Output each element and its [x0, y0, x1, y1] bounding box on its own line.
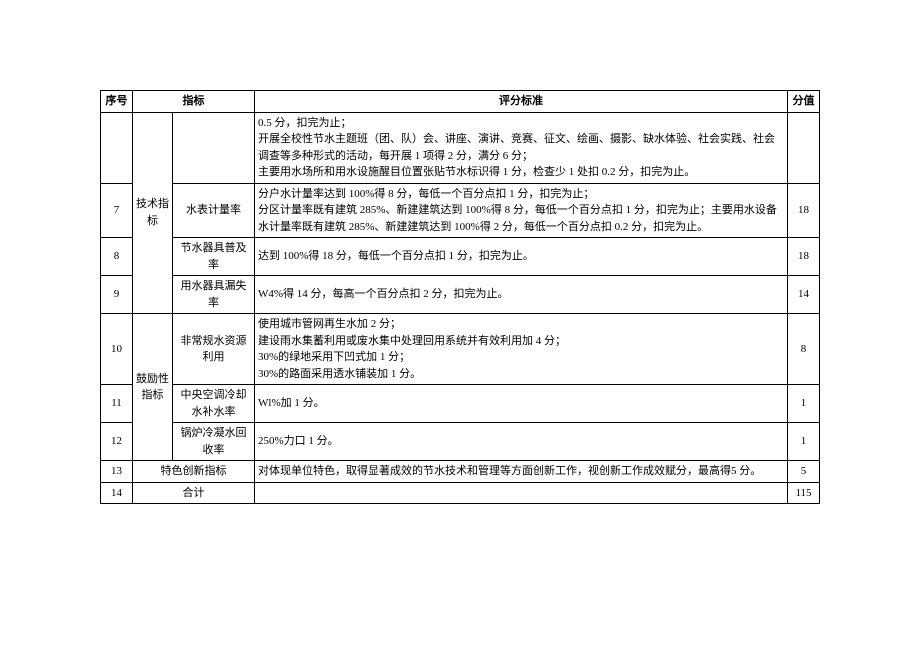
cell-criteria — [255, 482, 788, 504]
table-row: 13 特色创新指标 对体现单位特色，取得显著成效的节水技术和管理等方面创新工作，… — [101, 461, 820, 483]
cell-score: 5 — [788, 461, 820, 483]
cell-criteria: 分户水计量率达到 100%得 8 分，每低一个百分点扣 1 分，扣完为止； 分区… — [255, 183, 788, 238]
cell-score: 8 — [788, 314, 820, 385]
cell-category: 鼓励性指标 — [133, 314, 173, 461]
cell-indicator: 特色创新指标 — [133, 461, 255, 483]
cell-index: 8 — [101, 238, 133, 276]
cell-index: 14 — [101, 482, 133, 504]
cell-index: 13 — [101, 461, 133, 483]
cell-criteria: 达到 100%得 18 分，每低一个百分点扣 1 分，扣完为止。 — [255, 238, 788, 276]
cell-indicator — [173, 112, 255, 183]
cell-indicator: 水表计量率 — [173, 183, 255, 238]
table-row: 11 中央空调冷却水补水率 Wl%加 1 分。 1 — [101, 385, 820, 423]
cell-criteria: Wl%加 1 分。 — [255, 385, 788, 423]
cell-index: 12 — [101, 423, 133, 461]
cell-indicator: 合计 — [133, 482, 255, 504]
cell-score: 18 — [788, 183, 820, 238]
table-row: 12 锅炉冷凝水回收率 250%力口 1 分。 1 — [101, 423, 820, 461]
cell-indicator: 锅炉冷凝水回收率 — [173, 423, 255, 461]
cell-criteria: W4%得 14 分，每高一个百分点扣 2 分，扣完为止。 — [255, 276, 788, 314]
header-index: 序号 — [101, 91, 133, 113]
cell-indicator: 用水器具漏失率 — [173, 276, 255, 314]
cell-index — [101, 112, 133, 183]
header-indicator: 指标 — [133, 91, 255, 113]
cell-score: 18 — [788, 238, 820, 276]
table-row: 7 水表计量率 分户水计量率达到 100%得 8 分，每低一个百分点扣 1 分，… — [101, 183, 820, 238]
cell-index: 9 — [101, 276, 133, 314]
cell-index: 7 — [101, 183, 133, 238]
cell-criteria: 使用城市管网再生水加 2 分； 建设雨水集蓄利用或废水集中处理回用系统并有效利用… — [255, 314, 788, 385]
cell-criteria: 对体现单位特色，取得显著成效的节水技术和管理等方面创新工作，视创新工作成效赋分，… — [255, 461, 788, 483]
table-row: 9 用水器具漏失率 W4%得 14 分，每高一个百分点扣 2 分，扣完为止。 1… — [101, 276, 820, 314]
cell-index: 11 — [101, 385, 133, 423]
cell-score — [788, 112, 820, 183]
cell-score: 115 — [788, 482, 820, 504]
cell-criteria: 250%力口 1 分。 — [255, 423, 788, 461]
scoring-table: 序号 指标 评分标准 分值 技术指标 0.5 分，扣完为止； 开展全校性节水主题… — [100, 90, 820, 504]
cell-index: 10 — [101, 314, 133, 385]
header-criteria: 评分标准 — [255, 91, 788, 113]
table-row: 技术指标 0.5 分，扣完为止； 开展全校性节水主题班（团、队）会、讲座、演讲、… — [101, 112, 820, 183]
cell-score: 1 — [788, 423, 820, 461]
table-row: 14 合计 115 — [101, 482, 820, 504]
cell-criteria: 0.5 分，扣完为止； 开展全校性节水主题班（团、队）会、讲座、演讲、竞赛、征文… — [255, 112, 788, 183]
cell-category: 技术指标 — [133, 112, 173, 314]
header-score: 分值 — [788, 91, 820, 113]
table-row: 8 节水器具普及率 达到 100%得 18 分，每低一个百分点扣 1 分，扣完为… — [101, 238, 820, 276]
table-header-row: 序号 指标 评分标准 分值 — [101, 91, 820, 113]
cell-indicator: 非常规水资源利用 — [173, 314, 255, 385]
cell-indicator: 节水器具普及率 — [173, 238, 255, 276]
cell-indicator: 中央空调冷却水补水率 — [173, 385, 255, 423]
table-row: 10 鼓励性指标 非常规水资源利用 使用城市管网再生水加 2 分； 建设雨水集蓄… — [101, 314, 820, 385]
cell-score: 1 — [788, 385, 820, 423]
cell-score: 14 — [788, 276, 820, 314]
